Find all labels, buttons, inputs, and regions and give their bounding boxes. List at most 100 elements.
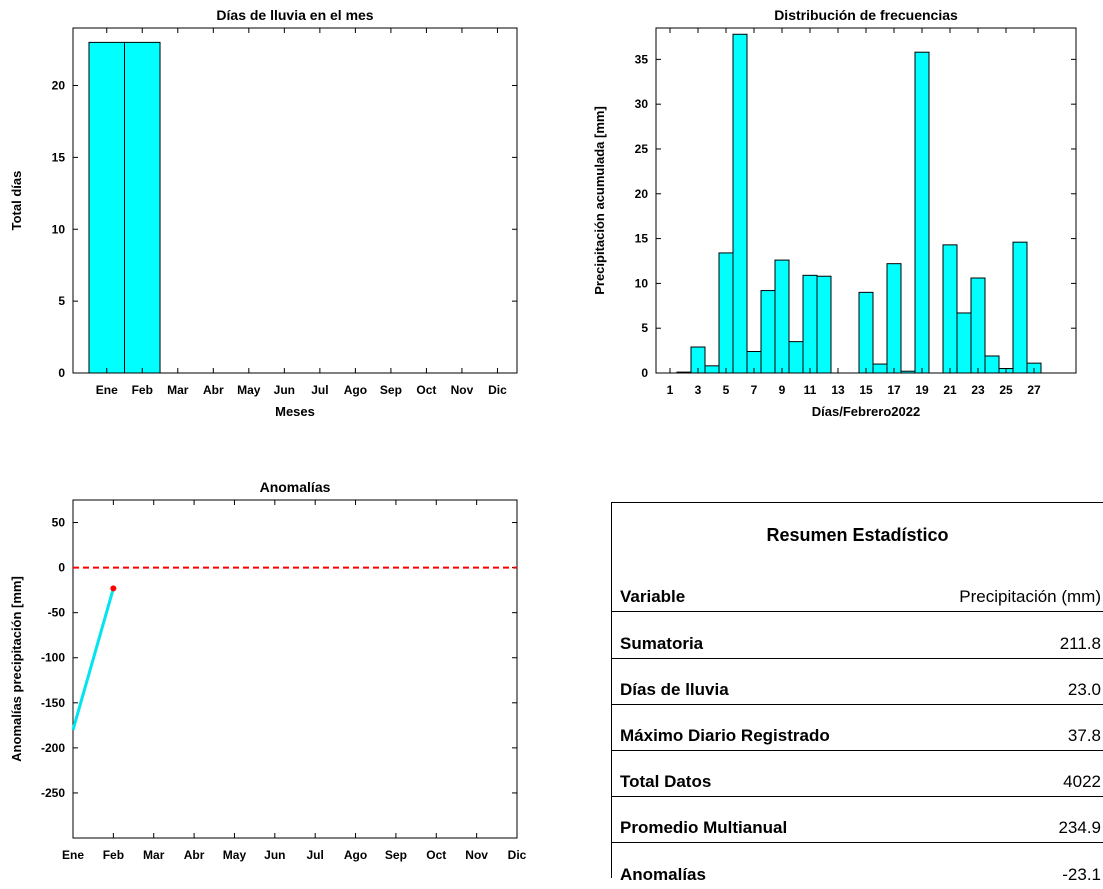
y-tick-label: 25 <box>635 142 649 156</box>
x-tick-label: Dic <box>508 848 527 862</box>
frequency-chart: Distribución de frecuencias Precipitación… <box>592 7 1077 419</box>
summary-row: Total Datos 4022 <box>612 752 1103 797</box>
summary-row: Promedio Multianual 234.9 <box>612 798 1103 843</box>
x-tick-label: 23 <box>971 383 985 397</box>
summary-row-key: Anomalías <box>620 865 706 884</box>
summary-row-key: Promedio Multianual <box>620 818 788 837</box>
x-tick-label: 5 <box>723 383 730 397</box>
frequency-panel: Distribución de frecuencias Precipitación… <box>560 0 1103 440</box>
x-tick-label: 13 <box>831 383 845 397</box>
x-tick-label: 21 <box>943 383 957 397</box>
x-tick-label: Oct <box>416 383 436 397</box>
x-tick-label: Ago <box>344 848 367 862</box>
x-tick-label: Dic <box>488 383 507 397</box>
summary-row-key: Días de lluvia <box>620 680 729 699</box>
x-tick-label: 17 <box>887 383 901 397</box>
x-tick-label: Feb <box>103 848 124 862</box>
bar <box>956 312 972 374</box>
bar <box>88 41 126 374</box>
x-tick-label: May <box>223 848 247 862</box>
summary-header-value: Precipitación (mm) <box>959 587 1101 606</box>
bar <box>900 370 916 374</box>
plot-frame <box>72 27 518 374</box>
summary-row: Anomalías -23.1 <box>612 844 1103 889</box>
bar <box>970 277 986 374</box>
x-tick-label: 1 <box>667 383 674 397</box>
x-tick-label: 11 <box>804 383 817 397</box>
x-tick-label: Jun <box>264 848 285 862</box>
x-tick-label: Oct <box>426 848 446 862</box>
rain-days-panel: Días de lluvia en el mes Total días 0 5 10 15… <box>0 0 540 440</box>
chart-title: Distribución de frecuencias <box>774 7 958 23</box>
x-tick-label: May <box>237 383 261 397</box>
bar <box>676 371 692 374</box>
x-tick-label: Sep <box>385 848 407 862</box>
y-tick-label: 15 <box>52 150 66 164</box>
summary-table-title: Resumen Estadístico <box>766 524 949 545</box>
x-tick-label: 25 <box>999 383 1013 397</box>
x-tick-label: Jul <box>311 383 328 397</box>
bar <box>788 341 804 374</box>
x-axis-label: Días/Febrero2022 <box>812 404 920 419</box>
summary-row-value: 37.8 <box>1067 726 1101 745</box>
bar <box>984 355 1000 374</box>
summary-row-value: 234.9 <box>1058 818 1101 837</box>
summary-row: Máximo Diario Registrado 37.8 <box>612 706 1103 751</box>
x-tick-label: Mar <box>167 383 189 397</box>
y-axis-label: Precipitación acumulada [mm] <box>592 106 607 295</box>
bar <box>760 290 776 374</box>
x-tick-label: 3 <box>695 383 702 397</box>
summary-row-value: -23.1 <box>1062 865 1101 884</box>
bar <box>942 244 958 374</box>
summary-row-key: Máximo Diario Registrado <box>620 726 830 745</box>
x-tick-label: Abr <box>203 383 224 397</box>
y-tick-label: 5 <box>58 294 65 308</box>
x-tick-label: Ene <box>62 848 84 862</box>
y-tick-label: -100 <box>41 651 65 665</box>
y-tick-label: 10 <box>52 222 66 236</box>
x-tick-label: 27 <box>1027 383 1041 397</box>
x-tick-label: Jun <box>274 383 295 397</box>
bar <box>718 252 734 374</box>
bar <box>124 41 161 374</box>
y-tick-label: 0 <box>641 366 648 380</box>
bar <box>914 51 930 374</box>
bar <box>1012 241 1028 374</box>
y-tick-label: -200 <box>41 741 65 755</box>
y-tick-label: -50 <box>48 606 66 620</box>
summary-table: Resumen Estadístico Variable Precipitaci… <box>611 502 1103 884</box>
x-tick-label: Nov <box>451 383 474 397</box>
x-tick-label: Abr <box>184 848 205 862</box>
y-tick-label: 0 <box>58 561 65 575</box>
y-tick-label: -150 <box>41 696 65 710</box>
summary-row-key: Sumatoria <box>620 634 704 653</box>
x-tick-label: Nov <box>465 848 488 862</box>
y-axis-label: Anomalías precipitación [mm] <box>9 576 24 762</box>
bar <box>704 365 720 374</box>
anomaly-line <box>71 588 115 731</box>
bar <box>886 263 902 374</box>
bar <box>816 275 832 374</box>
bar <box>872 363 888 374</box>
bar <box>732 33 748 374</box>
summary-header-key: Variable <box>620 587 686 606</box>
rain-days-chart: Días de lluvia en el mes Total días 0 5 10 15… <box>9 7 518 419</box>
y-tick-label: 35 <box>635 52 649 66</box>
y-tick-label: 20 <box>52 79 66 93</box>
x-tick-label: 15 <box>859 383 873 397</box>
y-tick-label: 15 <box>635 232 649 246</box>
y-tick-label: 0 <box>58 366 65 380</box>
bar <box>774 259 790 374</box>
x-tick-label: Jul <box>307 848 324 862</box>
y-tick-label: -250 <box>41 786 65 800</box>
x-tick-label: Ene <box>96 383 118 397</box>
x-tick-label: 19 <box>915 383 929 397</box>
summary-row: Sumatoria 211.8 <box>612 614 1103 659</box>
x-tick-label: Ago <box>344 383 367 397</box>
chart-title: Días de lluvia en el mes <box>216 7 373 23</box>
summary-row-value: 4022 <box>1063 772 1101 791</box>
anomaly-point <box>110 585 117 592</box>
x-axis-label: Meses <box>275 404 315 419</box>
y-tick-label: 10 <box>635 276 649 290</box>
bar <box>802 274 818 374</box>
